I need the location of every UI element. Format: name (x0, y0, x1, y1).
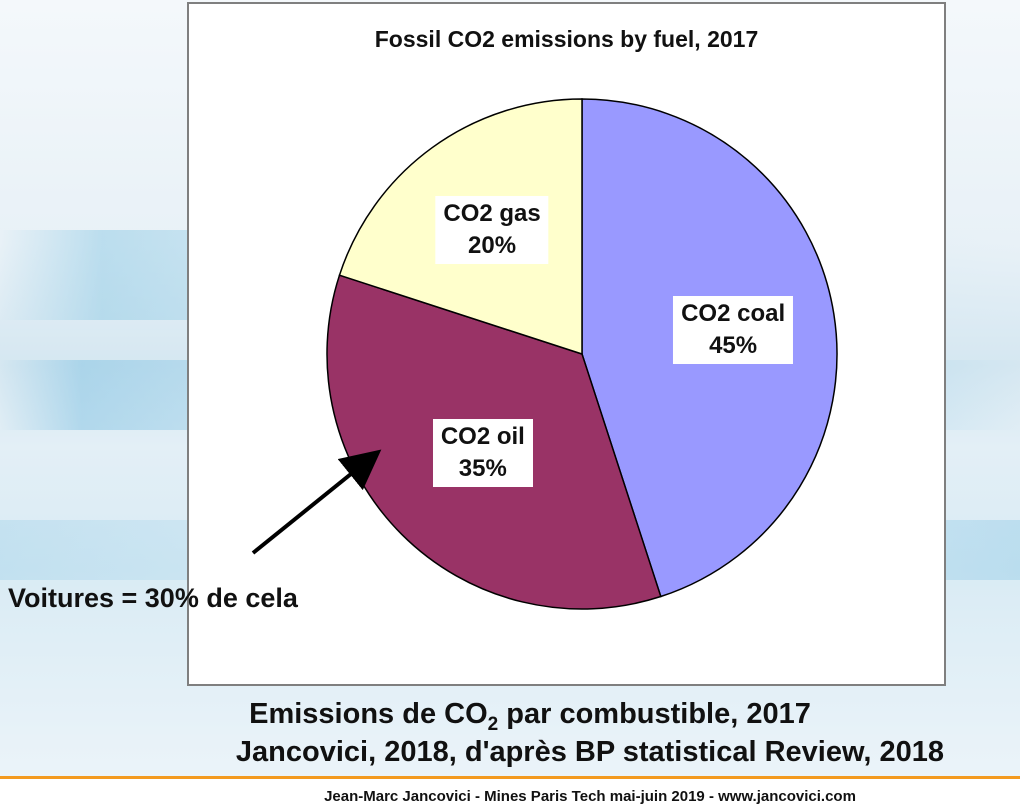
caption-line-1: Emissions de CO2 par combustible, 2017 (130, 698, 930, 736)
slice-label-gas: CO2 gas 20% (435, 196, 549, 265)
slice-name: CO2 gas (443, 200, 541, 228)
slice-value: 45% (709, 332, 758, 360)
slice-value: 20% (468, 232, 517, 260)
chart-frame: Fossil CO2 emissions by fuel, 2017 CO2 c… (187, 2, 946, 686)
slice-name: CO2 oil (440, 423, 525, 451)
chart-title: Fossil CO2 emissions by fuel, 2017 (374, 26, 759, 52)
slice-value: 35% (458, 455, 507, 483)
footer-text: Jean-Marc Jancovici - Mines Paris Tech m… (324, 788, 856, 805)
slice-label-oil: CO2 oil 35% (432, 419, 533, 488)
footer-divider (0, 776, 1020, 779)
slice-name: CO2 coal (681, 300, 786, 328)
footer-background (0, 779, 1020, 812)
slice-label-coal: CO2 coal 45% (673, 296, 794, 365)
caption-text: par combustible, 2017 (498, 698, 811, 730)
annotation-text: Voitures = 30% de cela (8, 583, 298, 613)
pie-chart (326, 98, 838, 610)
caption-line-2: Jancovici, 2018, d'après BP statistical … (235, 736, 945, 768)
caption-text: Emissions de CO (249, 698, 488, 730)
caption-subscript: 2 (487, 713, 499, 735)
footer-credit: Jean-Marc Jancovici - Mines Paris Tech m… (80, 788, 1020, 805)
